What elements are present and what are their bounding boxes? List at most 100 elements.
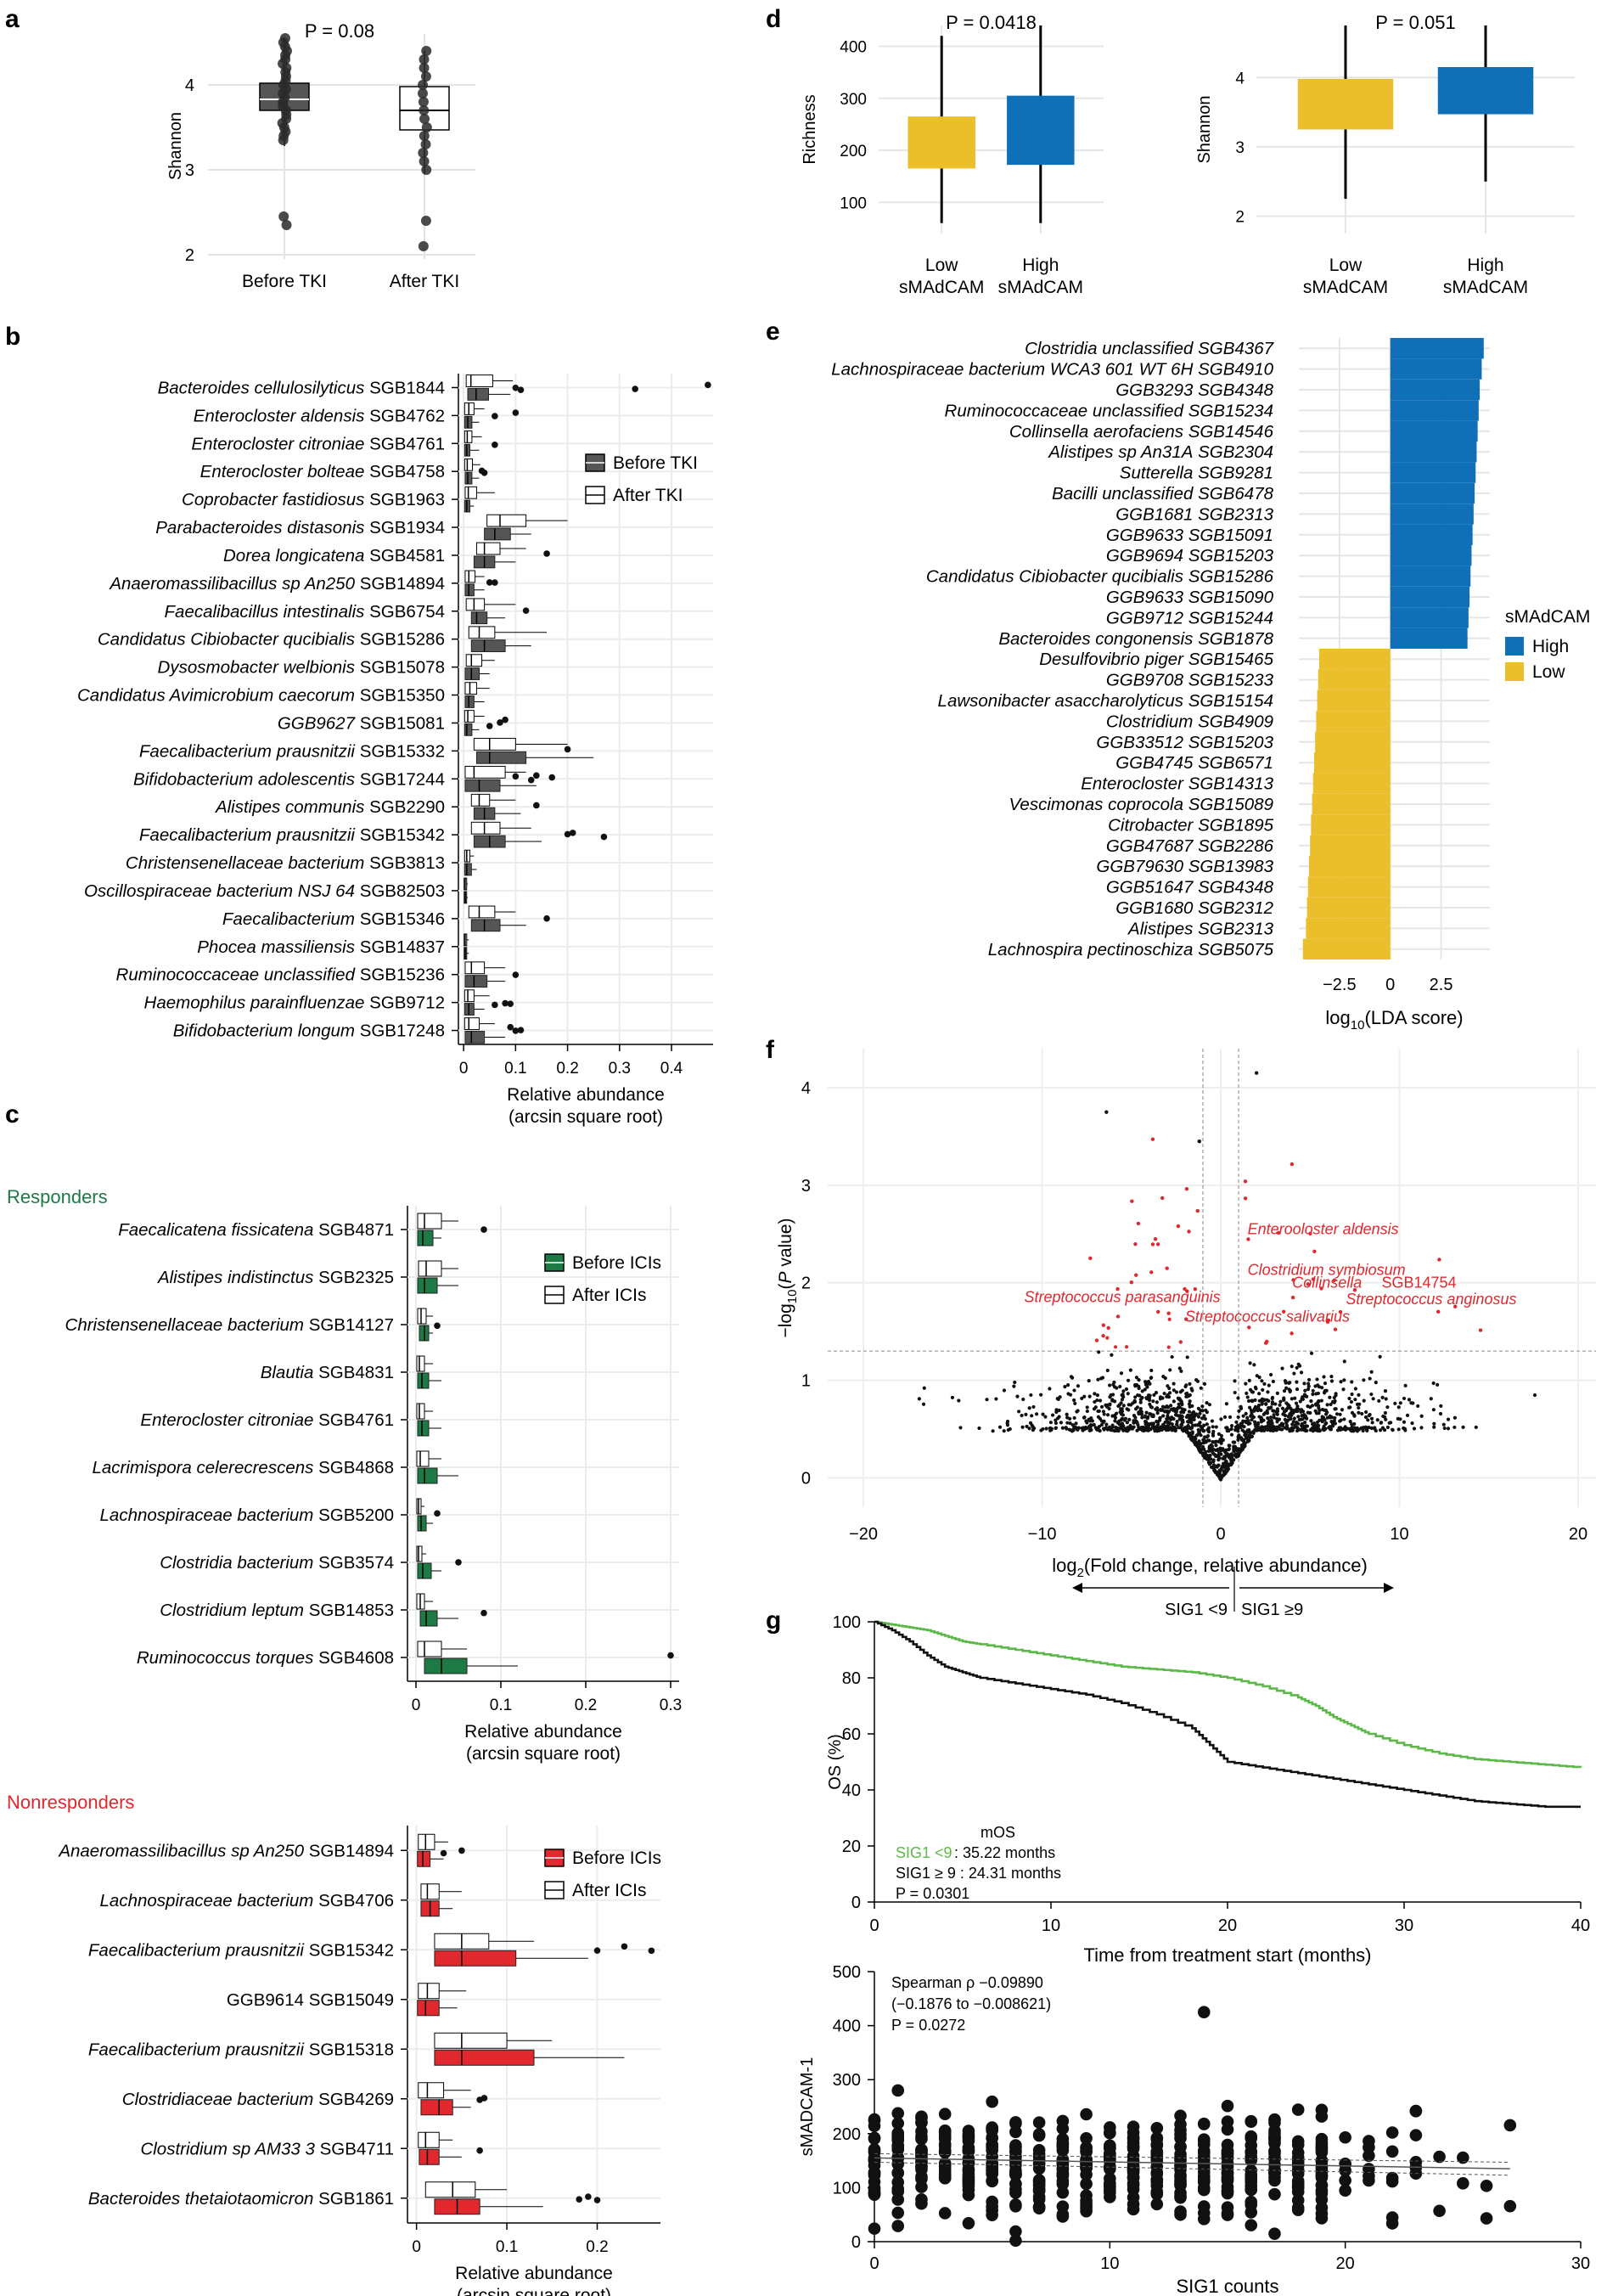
volcano-point bbox=[1328, 1395, 1332, 1399]
volcano-point bbox=[1200, 1416, 1205, 1421]
volcano-point bbox=[1076, 1409, 1080, 1413]
volcano-point bbox=[1225, 1426, 1229, 1430]
taxon-sgb: SGB15081 bbox=[360, 713, 445, 733]
volcano-point bbox=[1228, 1443, 1232, 1448]
taxon-label: GGB9633 SGB15090 bbox=[1106, 588, 1274, 607]
taxon-label: GGB79630 SGB13983 bbox=[1096, 857, 1273, 876]
volcano-point bbox=[1347, 1427, 1351, 1431]
volcano-point bbox=[1028, 1421, 1033, 1425]
volcano-point bbox=[1126, 1392, 1130, 1396]
volcano-point bbox=[1185, 1415, 1189, 1419]
scatter-point bbox=[1104, 2177, 1116, 2190]
volcano-point bbox=[1368, 1376, 1372, 1381]
taxon-name: Bacilli unclassified bbox=[1052, 484, 1194, 504]
taxon-name: Enterocloster bolteae bbox=[200, 462, 365, 481]
volcano-point bbox=[1242, 1425, 1246, 1429]
y-axis-label: OS (%) bbox=[826, 1734, 845, 1790]
volcano-point bbox=[1231, 1440, 1235, 1444]
volcano-point bbox=[1374, 1381, 1378, 1385]
volcano-point bbox=[1126, 1429, 1130, 1433]
volcano-point bbox=[1065, 1427, 1069, 1431]
lda-bar bbox=[1390, 504, 1474, 525]
volcano-point bbox=[1205, 1435, 1209, 1439]
volcano-point bbox=[1257, 1392, 1261, 1396]
volcano-point bbox=[1432, 1425, 1436, 1429]
volcano-point bbox=[1265, 1398, 1269, 1402]
volcano-point bbox=[1149, 1368, 1154, 1373]
volcano-point bbox=[1076, 1384, 1081, 1388]
volcano-point bbox=[1099, 1419, 1104, 1423]
volcano-point bbox=[1135, 1428, 1139, 1432]
volcano-point bbox=[1194, 1433, 1199, 1438]
outlier-point bbox=[486, 723, 493, 729]
lda-bar bbox=[1310, 835, 1391, 856]
lda-bar bbox=[1312, 773, 1391, 794]
scatter-point bbox=[1457, 2177, 1469, 2190]
volcano-point bbox=[1247, 1405, 1252, 1410]
volcano-point bbox=[1301, 1410, 1306, 1414]
volcano-point bbox=[1248, 1421, 1252, 1426]
volcano-point bbox=[1272, 1413, 1276, 1417]
scatter-point bbox=[891, 2117, 905, 2130]
volcano-point bbox=[1237, 1433, 1241, 1438]
taxon-sgb: SGB14894 bbox=[360, 574, 445, 594]
scatter-point bbox=[1009, 2178, 1022, 2191]
scatter-point bbox=[868, 2181, 881, 2195]
volcano-point bbox=[1227, 1447, 1232, 1451]
box-after bbox=[464, 765, 506, 779]
volcano-point bbox=[1195, 1379, 1200, 1383]
annotation-line: Spearman ρ −0.09890 bbox=[891, 1974, 1043, 1991]
x-axis-label: (arcsin square root) bbox=[457, 2286, 611, 2296]
volcano-point bbox=[1097, 1350, 1101, 1354]
volcano-point bbox=[1212, 1468, 1216, 1472]
volcano-point bbox=[1278, 1403, 1282, 1407]
legend-label: After ICIs bbox=[572, 1286, 647, 1305]
scatter-point bbox=[1268, 2227, 1281, 2240]
volcano-point bbox=[1229, 1452, 1233, 1456]
volcano-point bbox=[1163, 1425, 1167, 1430]
taxon-sgb: SGB17248 bbox=[360, 1021, 445, 1041]
taxon-label: GGB9712 SGB15244 bbox=[1106, 608, 1273, 627]
volcano-point bbox=[1187, 1402, 1192, 1406]
volcano-point bbox=[1254, 1071, 1259, 1075]
y-tick-label: 40 bbox=[842, 1781, 861, 1800]
volcano-point bbox=[1270, 1402, 1274, 1406]
volcano-point bbox=[1196, 1427, 1200, 1432]
volcano-point bbox=[1330, 1399, 1335, 1404]
lda-bar bbox=[1390, 338, 1484, 359]
taxon-label: Christensenellaceae bacterium SGB14127 bbox=[65, 1315, 394, 1335]
volcano-point bbox=[1031, 1404, 1036, 1410]
point-label: Collinsella bbox=[1292, 1274, 1362, 1291]
taxon-label: Desulfovibrio piger SGB15465 bbox=[1039, 650, 1273, 669]
scatter-point bbox=[1409, 2129, 1423, 2141]
volcano-point bbox=[977, 1426, 981, 1431]
volcano-point bbox=[1287, 1387, 1291, 1392]
volcano-point bbox=[1168, 1417, 1173, 1421]
outlier-point bbox=[502, 999, 509, 1007]
scatter-point bbox=[962, 2152, 975, 2165]
x-tick-label: High bbox=[1022, 256, 1059, 275]
volcano-point bbox=[1146, 1393, 1151, 1398]
volcano-point bbox=[1299, 1370, 1304, 1375]
volcano-point bbox=[1233, 1390, 1237, 1395]
volcano-point bbox=[1211, 1447, 1216, 1452]
volcano-point bbox=[1188, 1427, 1193, 1431]
volcano-point bbox=[1474, 1425, 1478, 1430]
taxon-name: Oscillospiraceae bacterium NSJ 64 bbox=[84, 881, 355, 901]
volcano-point bbox=[1154, 1391, 1159, 1395]
arrowhead bbox=[1384, 1583, 1394, 1593]
volcano-point bbox=[1461, 1425, 1465, 1429]
taxon-label: Bacilli unclassified SGB6478 bbox=[1052, 484, 1274, 504]
scatter-point bbox=[1080, 2107, 1093, 2121]
outlier-point bbox=[569, 830, 576, 836]
lda-bar bbox=[1390, 524, 1473, 545]
volcano-point bbox=[1066, 1383, 1070, 1387]
volcano-point bbox=[1268, 1415, 1273, 1420]
x-tick-label: 0.1 bbox=[490, 1697, 512, 1714]
volcano-point bbox=[1275, 1420, 1279, 1424]
volcano-point bbox=[1236, 1415, 1240, 1420]
outlier-point bbox=[512, 971, 520, 978]
volcano-point bbox=[1110, 1428, 1115, 1432]
